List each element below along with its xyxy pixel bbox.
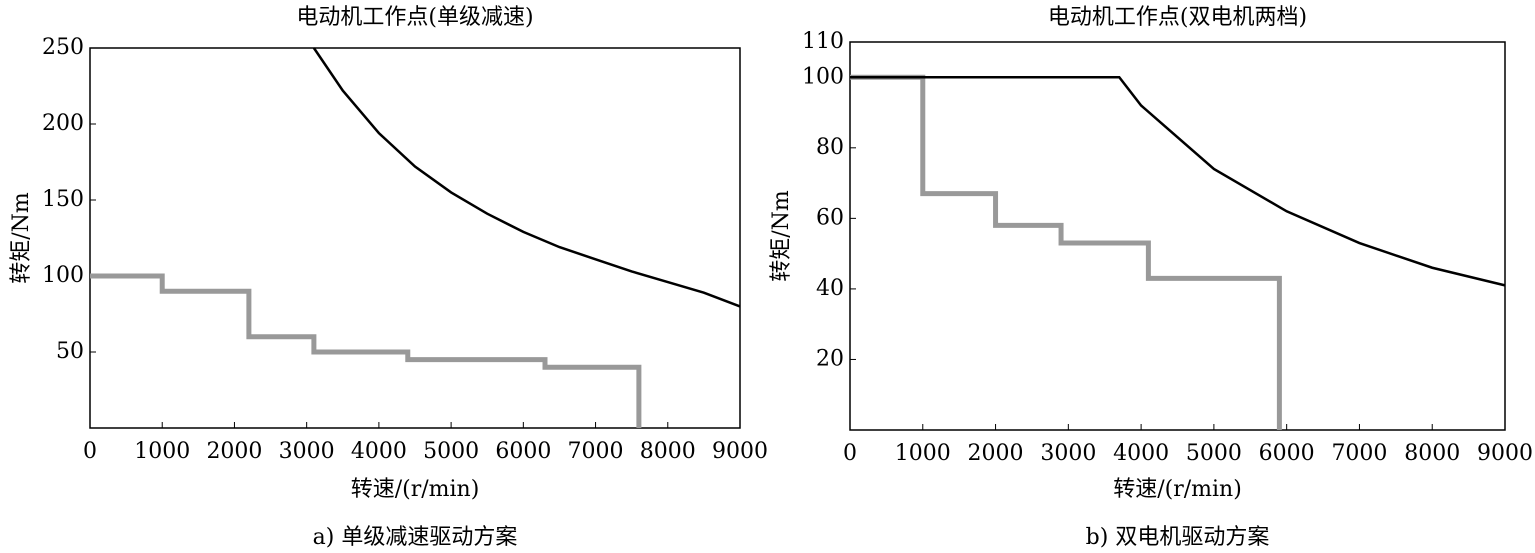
caption: a) 单级减速驱动方案: [313, 525, 518, 550]
x-axis-label: 转速/(r/min): [351, 477, 480, 502]
x-tick-label: 4000: [351, 439, 407, 464]
series-line: [312, 47, 741, 308]
series-line: [850, 74, 1282, 430]
x-tick-label: 2000: [206, 439, 262, 464]
x-tick-label: 1000: [134, 439, 190, 464]
y-tick-label: 100: [802, 64, 844, 89]
y-tick-label: 20: [816, 346, 844, 371]
y-tick-label: 80: [816, 135, 844, 160]
x-tick-label: 3000: [1040, 441, 1096, 466]
x-axis-label: 转速/(r/min): [1113, 477, 1242, 502]
x-tick-label: 9000: [1477, 441, 1533, 466]
plot-frame: [89, 47, 741, 429]
chart-title: 电动机工作点(单级减速): [296, 5, 533, 30]
x-tick-label: 5000: [1186, 441, 1242, 466]
x-tick-label: 0: [843, 441, 857, 466]
y-tick-label: 110: [802, 29, 844, 54]
plot-frame: [849, 41, 1506, 431]
x-tick-label: 5000: [423, 439, 479, 464]
series-line: [90, 273, 642, 428]
x-tick-label: 7000: [1331, 441, 1387, 466]
x-tick-label: 8000: [1404, 441, 1460, 466]
y-tick-label: 150: [42, 187, 84, 212]
x-tick-label: 9000: [712, 439, 768, 464]
series-line: [850, 76, 1506, 287]
y-tick-label: 250: [42, 35, 84, 60]
x-tick-label: 6000: [1259, 441, 1315, 466]
x-tick-label: 7000: [568, 439, 624, 464]
caption: b) 双电机驱动方案: [1086, 525, 1270, 550]
y-tick-label: 60: [816, 205, 844, 230]
y-tick-label: 100: [42, 263, 84, 288]
x-tick-label: 2000: [968, 441, 1024, 466]
y-tick-label: 50: [56, 339, 84, 364]
x-tick-label: 1000: [895, 441, 951, 466]
x-tick-label: 6000: [495, 439, 551, 464]
y-tick-label: 200: [42, 111, 84, 136]
chart-title: 电动机工作点(双电机两档): [1048, 5, 1307, 30]
x-tick-label: 4000: [1113, 441, 1169, 466]
y-axis-label: 转矩/Nm: [769, 190, 794, 282]
y-axis-label: 转矩/Nm: [9, 192, 34, 284]
y-tick-label: 40: [816, 276, 844, 301]
x-tick-label: 3000: [279, 439, 335, 464]
x-tick-label: 0: [83, 439, 97, 464]
x-tick-label: 8000: [640, 439, 696, 464]
